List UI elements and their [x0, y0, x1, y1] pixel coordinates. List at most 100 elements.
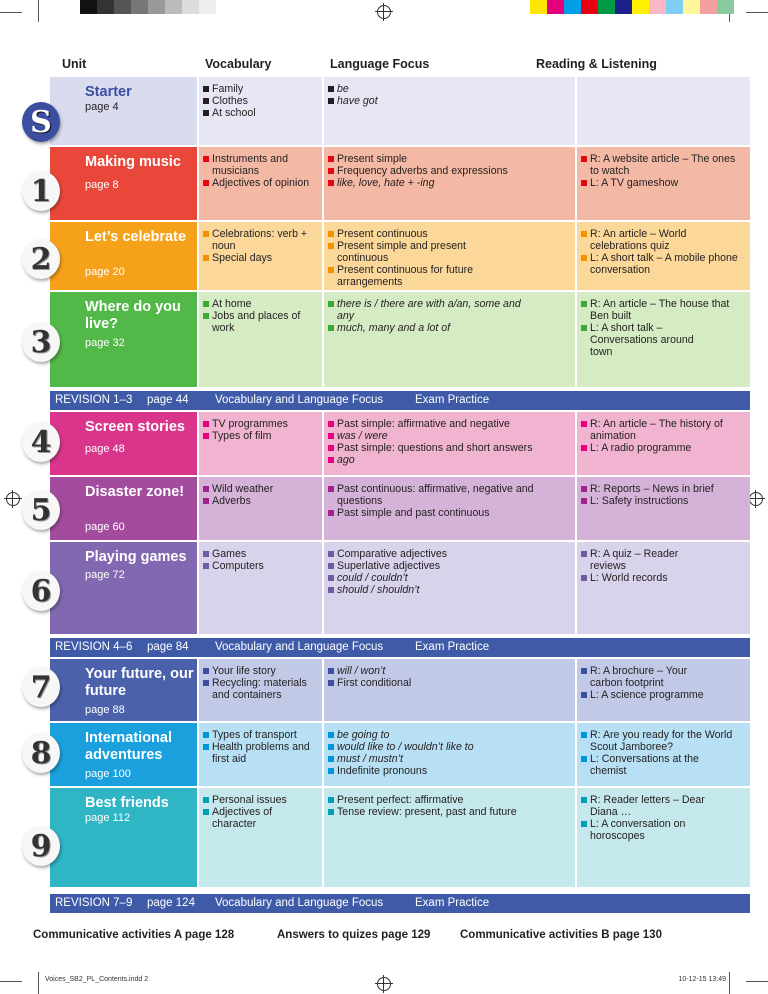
list-item: like, love, hate + -ing: [328, 177, 573, 189]
list-item: R: Are you ready for the World Scout Jam…: [581, 729, 746, 753]
list-item: R: A brochure – Your carbon footprint: [581, 665, 715, 689]
reading-list: R: A brochure – Your carbon footprint L:…: [581, 665, 746, 701]
list-item: Family: [203, 83, 321, 95]
unit-row-2: 2 Let’s celebrate page 20 Celebrations: …: [22, 222, 750, 290]
list-item: will / won’t: [328, 665, 573, 677]
header-language-focus: Language Focus: [330, 57, 430, 71]
revision-vocab: Vocabulary and Language Focus: [215, 394, 384, 406]
list-item: R: An article – World celebrations quiz: [581, 228, 746, 252]
list-item: Celebrations: verb + noun: [203, 228, 321, 252]
language-list: be have got: [328, 83, 573, 107]
unit-badge: 2: [22, 239, 60, 279]
revision-page: page 44: [147, 394, 189, 406]
revision-label: REVISION 1–3: [55, 394, 133, 406]
reading-list: R: An article – The house that Ben built…: [581, 298, 746, 358]
unit-badge: S: [22, 102, 60, 142]
unit-title: Best friends: [85, 795, 169, 811]
vocabulary-list: Personal issues Adjectives of character: [203, 794, 321, 830]
list-item: At home: [203, 298, 321, 310]
header-reading-listening: Reading & Listening: [536, 57, 657, 71]
unit-badge: 1: [22, 171, 60, 211]
list-item: be: [328, 83, 573, 95]
unit-badge: 5: [22, 490, 60, 530]
crop-mark: [0, 981, 22, 982]
list-item: should / shouldn’t: [328, 584, 573, 596]
unit-title: Playing games: [85, 549, 187, 565]
revision-bar: REVISION 4–6 page 84 Vocabulary and Lang…: [50, 638, 750, 657]
unit-row-9: 9 Best friends page 112 Personal issues …: [22, 788, 750, 887]
list-item: Present simple: [328, 153, 573, 165]
list-item: Past simple and past continuous: [328, 507, 573, 519]
vocabulary-list: Types of transport Health problems and f…: [203, 729, 321, 765]
vocabulary-list: At home Jobs and places of work: [203, 298, 321, 334]
list-item: Past simple: questions and short answers: [328, 442, 573, 454]
unit-title: International adventures: [85, 730, 173, 763]
list-item: Instruments and musicians: [203, 153, 321, 177]
revision-label: REVISION 4–6: [55, 641, 133, 653]
reading-list: R: A website article – The ones to watch…: [581, 153, 746, 189]
unit-title: Starter: [85, 84, 132, 100]
crop-mark: [0, 12, 22, 13]
list-item: Past simple: affirmative and negative: [328, 418, 573, 430]
unit-title: Where do you live?: [85, 299, 181, 332]
crop-mark: [746, 981, 768, 982]
unit-row-6: 6 Playing games page 72 Games Computers …: [22, 542, 750, 634]
registration-mark: [4, 490, 22, 508]
list-item: Present simple and present continuous: [328, 240, 507, 264]
list-item: Games: [203, 548, 321, 560]
reading-list: R: Reader letters – Dear Diana … L: A co…: [581, 794, 746, 842]
unit-badge: 3: [22, 322, 60, 362]
language-list: Comparative adjectives Superlative adjec…: [328, 548, 573, 596]
revision-bar: REVISION 7–9 page 124 Vocabulary and Lan…: [50, 894, 750, 913]
crop-mark: [746, 12, 768, 13]
vocabulary-list: Your life story Recycling: materials and…: [203, 665, 321, 701]
unit-badge: 6: [22, 571, 60, 611]
crop-mark: [38, 972, 39, 994]
language-list: will / won’t First conditional: [328, 665, 573, 689]
unit-row-7: 7 Your future, our future page 88 Your l…: [22, 659, 750, 721]
language-list: Present simple Frequency adverbs and exp…: [328, 153, 573, 189]
unit-row-starter: S Starter page 4 Family Clothes At schoo…: [22, 77, 750, 145]
language-list: Present perfect: affirmative Tense revie…: [328, 794, 573, 818]
list-item: Frequency adverbs and expressions: [328, 165, 573, 177]
registration-mark: [375, 3, 393, 21]
unit-badge: 7: [22, 667, 60, 707]
list-item: Present continuous: [328, 228, 573, 240]
list-item: Clothes: [203, 95, 321, 107]
list-item: R: Reports – News in brief: [581, 483, 746, 495]
list-item: Past continuous: affirmative, negative a…: [328, 483, 573, 507]
list-item: Tense review: present, past and future: [328, 806, 573, 818]
language-list: Past continuous: affirmative, negative a…: [328, 483, 573, 519]
list-item: L: A short talk – A mobile phone convers…: [581, 252, 746, 276]
list-item: could / couldn’t: [328, 572, 573, 584]
list-item: Adjectives of opinion: [203, 177, 321, 189]
list-item: Your life story: [203, 665, 321, 677]
unit-title: Screen stories: [85, 419, 185, 435]
unit-title: Let’s celebrate: [85, 229, 187, 245]
revision-page: page 84: [147, 641, 189, 653]
unit-badge: 8: [22, 733, 60, 773]
unit-row-5: 5 Disaster zone! page 60 Wild weather Ad…: [22, 477, 750, 540]
list-item: L: A TV gameshow: [581, 177, 746, 189]
list-item: Jobs and places of work: [203, 310, 321, 334]
list-item: ago: [328, 454, 573, 466]
unit-page: page 112: [85, 812, 131, 824]
revision-vocab: Vocabulary and Language Focus: [215, 897, 384, 909]
list-item: Recycling: materials and containers: [203, 677, 321, 701]
language-list: be going to would like to / wouldn’t lik…: [328, 729, 573, 777]
reading-list: R: A quiz – Reader reviews L: World reco…: [581, 548, 746, 584]
vocabulary-list: Family Clothes At school: [203, 83, 321, 119]
list-item: be going to: [328, 729, 573, 741]
list-item: At school: [203, 107, 321, 119]
revision-vocab: Vocabulary and Language Focus: [215, 641, 384, 653]
list-item: L: A science programme: [581, 689, 746, 701]
list-item: Present perfect: affirmative: [328, 794, 573, 806]
color-bar: [530, 0, 734, 14]
footer-answers: Answers to quizes page 129: [277, 929, 431, 941]
unit-page: page 100: [85, 768, 131, 780]
unit-badge: 4: [22, 422, 60, 462]
list-item: Adjectives of character: [203, 806, 292, 830]
unit-page: page 20: [85, 266, 125, 278]
list-item: L: A short talk – Conversations around t…: [581, 322, 710, 358]
slug-date: 10-12-15 13:49: [678, 976, 726, 983]
